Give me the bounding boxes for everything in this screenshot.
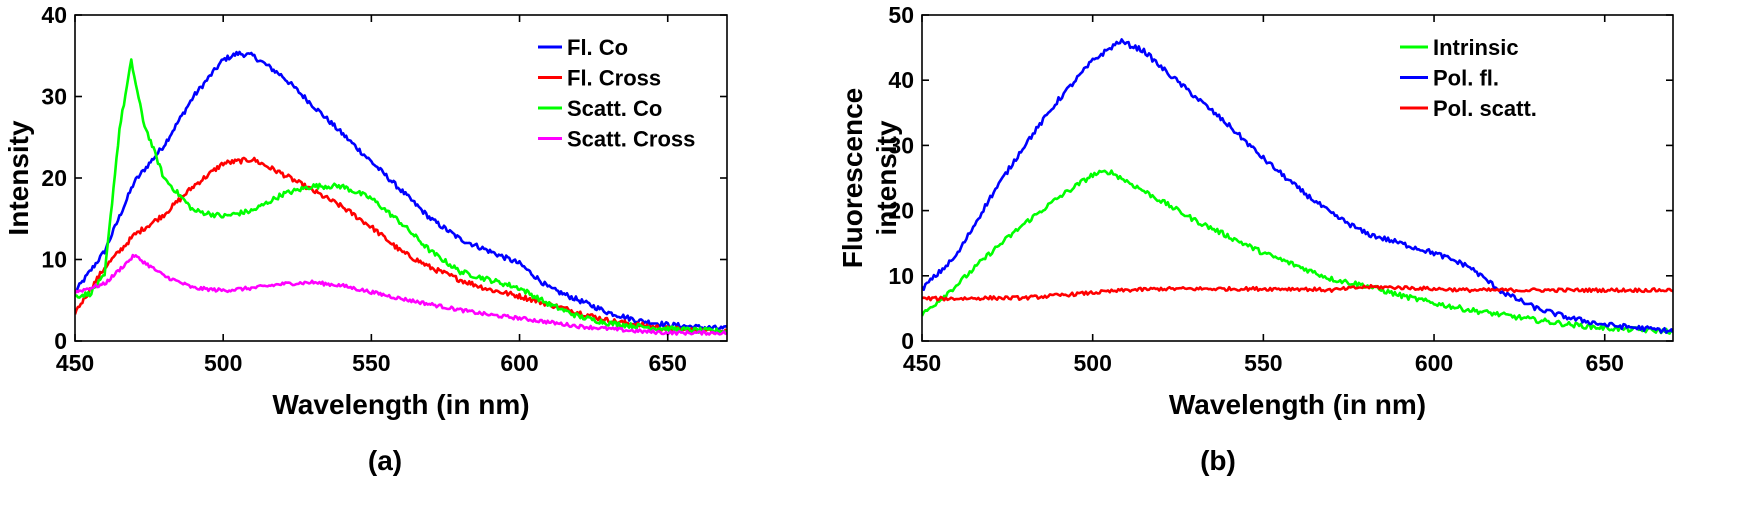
plot-frame xyxy=(921,14,1674,342)
panel-caption: (b) xyxy=(1200,445,1236,476)
x-tick-label: 450 xyxy=(56,350,94,376)
y-tick-label: 30 xyxy=(888,132,914,158)
legend-label: Fl. Co xyxy=(567,35,628,60)
panel-caption: (a) xyxy=(368,445,402,476)
legend-label: Pol. scatt. xyxy=(1433,96,1537,121)
legend-label: Fl. Cross xyxy=(567,66,661,91)
x-tick-label: 650 xyxy=(649,350,687,376)
legend: Fl. Co Fl. Cross Scatt. Co Scatt. Cross xyxy=(538,35,695,152)
x-tick-label: 650 xyxy=(1586,350,1624,376)
series-line-fl-co xyxy=(75,50,727,331)
x-tick-label: 500 xyxy=(1073,350,1111,376)
y-tick-label: 20 xyxy=(888,198,914,224)
chart-panel-a: 450 500 550 600 650 0 10 20 30 40 Wavelength (in n… xyxy=(3,2,728,476)
legend-label: Scatt. Co xyxy=(567,96,662,121)
series-group xyxy=(75,50,727,336)
y-axis-label: Fluorescence xyxy=(837,88,868,269)
y-tick-label: 10 xyxy=(888,263,914,289)
series-line-scatt-co xyxy=(75,58,727,335)
series-line-scatt-cross xyxy=(75,253,727,336)
x-tick-label: 450 xyxy=(903,350,941,376)
y-tick-label: 10 xyxy=(41,247,67,273)
legend: Intrinsic Pol. fl. Pol. scatt. xyxy=(1400,35,1537,121)
y-axis-label: intensity xyxy=(871,120,902,236)
legend-label: Intrinsic xyxy=(1433,35,1519,60)
chart-panel-b: 450 500 550 600 650 0 10 20 30 40 50 Wavelength (in… xyxy=(837,2,1674,476)
x-tick-label: 550 xyxy=(1244,350,1282,376)
y-tick-label: 40 xyxy=(41,2,67,28)
x-tick-label: 600 xyxy=(500,350,538,376)
series-line-fl-cross xyxy=(75,156,727,335)
y-tick-label: 40 xyxy=(888,67,914,93)
x-axis-label: Wavelength (in nm) xyxy=(1169,389,1426,420)
plot-frame xyxy=(74,14,728,342)
x-tick-label: 600 xyxy=(1415,350,1453,376)
y-tick-label: 0 xyxy=(901,328,914,354)
x-tick-label: 500 xyxy=(204,350,242,376)
legend-label: Scatt. Cross xyxy=(567,127,695,152)
x-tick-label: 550 xyxy=(352,350,390,376)
series-group xyxy=(922,38,1673,335)
x-axis-label: Wavelength (in nm) xyxy=(272,389,529,420)
series-line-pol-scatt xyxy=(922,283,1673,302)
y-tick-label: 20 xyxy=(41,165,67,191)
series-line-intrinsic xyxy=(922,169,1673,335)
y-tick-label: 30 xyxy=(41,84,67,110)
y-axis-label: Intensity xyxy=(3,120,34,236)
y-tick-label: 0 xyxy=(54,328,67,354)
series-line-pol-fl xyxy=(922,38,1673,335)
y-tick-label: 50 xyxy=(888,2,914,28)
legend-label: Pol. fl. xyxy=(1433,66,1499,91)
